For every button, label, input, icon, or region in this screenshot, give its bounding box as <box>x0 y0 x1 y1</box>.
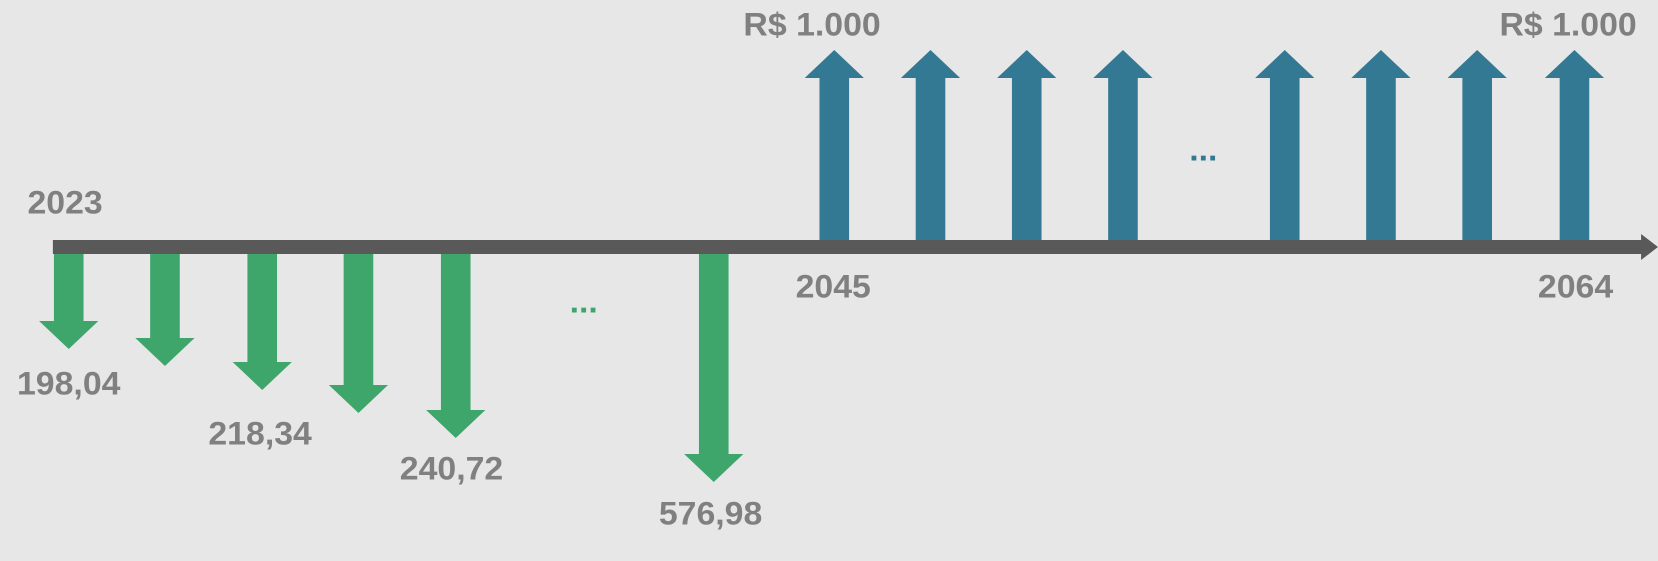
payout-arrow <box>1255 50 1315 241</box>
contribution-label: 198,04 <box>17 365 121 401</box>
payout-arrow <box>1351 50 1411 241</box>
timeline-arrowhead <box>1641 234 1658 260</box>
payout-ellipsis: ... <box>1189 131 1217 167</box>
contribution-arrow <box>232 254 292 390</box>
payout-arrow <box>1447 50 1507 241</box>
contribution-label: 218,34 <box>208 415 312 451</box>
contribution-arrow <box>328 254 389 413</box>
payout-arrow <box>804 50 864 241</box>
timeline-axis <box>52 240 1645 254</box>
payout-label: R$ 1.000 <box>1499 6 1636 42</box>
payout-arrow <box>900 50 961 241</box>
contribution-label: 576,98 <box>659 495 762 531</box>
contribution-arrow <box>684 254 744 482</box>
payout-start-year: 2045 <box>796 268 871 304</box>
payout-arrow <box>1093 50 1153 241</box>
start-year: 2023 <box>27 184 102 220</box>
payout-arrow <box>997 50 1057 241</box>
contribution-arrow <box>135 254 195 366</box>
contribution-arrow <box>39 254 99 349</box>
contribution-ellipsis: ... <box>570 283 598 319</box>
contribution-label: 240,72 <box>400 450 503 486</box>
payout-arrow <box>1544 50 1605 241</box>
end-year: 2064 <box>1538 268 1614 304</box>
payout-label: R$ 1.000 <box>743 6 880 42</box>
